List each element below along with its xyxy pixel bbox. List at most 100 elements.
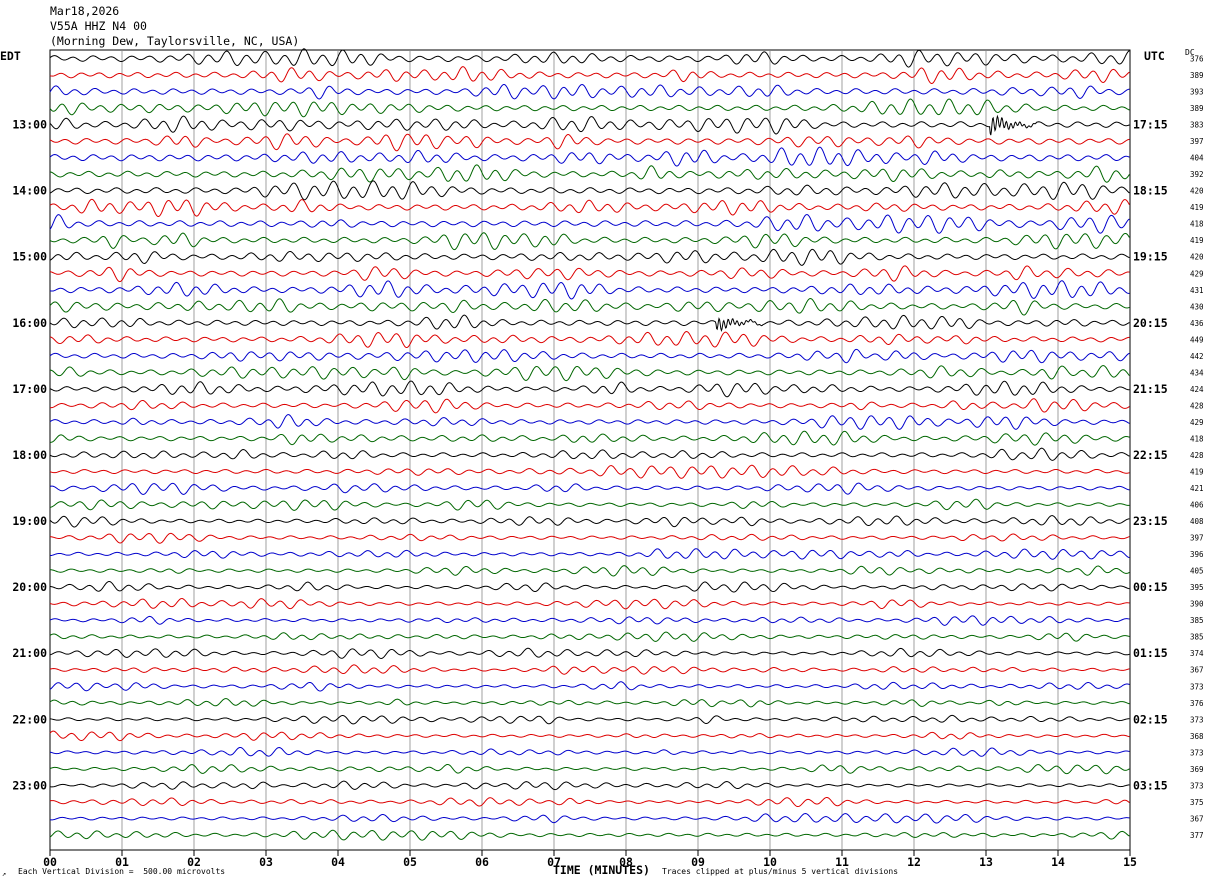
x-tick-label: 08 [619, 855, 633, 869]
left-hour-label: 16:00 [12, 316, 47, 330]
seismic-trace [49, 114, 1130, 136]
left-hour-label: 13:00 [12, 118, 47, 132]
dc-offset-value: 397 [1190, 137, 1204, 146]
left-hour-label: 19:00 [12, 514, 47, 528]
right-timezone-label: UTC [1144, 49, 1165, 63]
dc-offset-value: 377 [1190, 831, 1204, 840]
seismic-trace [49, 498, 1130, 511]
dc-offset-value: 376 [1190, 55, 1204, 64]
seismic-trace [49, 598, 1130, 610]
seismic-trace [49, 398, 1130, 414]
seismic-trace [49, 698, 1130, 708]
x-tick-label: 07 [547, 855, 561, 869]
seismic-trace [49, 298, 1130, 316]
dc-offset-value: 419 [1190, 236, 1204, 245]
seismic-trace [49, 631, 1130, 642]
x-tick-label: 03 [259, 855, 273, 869]
seismic-trace [49, 380, 1130, 398]
plot-date: Mar18,2026 [50, 4, 120, 18]
seismic-trace [49, 482, 1130, 495]
dc-offset-value: 434 [1190, 368, 1204, 377]
dc-offset-value: 420 [1190, 187, 1204, 196]
dc-offset-value: 376 [1190, 699, 1204, 708]
seismic-trace [49, 548, 1130, 560]
x-tick-label: 11 [835, 855, 849, 869]
dc-offset-value: 429 [1190, 418, 1204, 427]
right-hour-label: 18:15 [1133, 184, 1168, 198]
dc-offset-value: 418 [1190, 220, 1204, 229]
dc-offset-value: 428 [1190, 451, 1204, 460]
x-tick-label: 10 [763, 855, 777, 869]
seismic-trace [49, 146, 1130, 167]
dc-offset-value: 431 [1190, 286, 1204, 295]
seismic-trace [49, 515, 1130, 528]
x-tick-label: 02 [187, 855, 201, 869]
x-tick-label: 05 [403, 855, 417, 869]
left-hour-label: 15:00 [12, 250, 47, 264]
left-hour-label: 21:00 [12, 646, 47, 660]
x-tick-label: 09 [691, 855, 705, 869]
seismic-trace [49, 98, 1130, 118]
dc-offset-value: 408 [1190, 517, 1204, 526]
dc-offset-value: 375 [1190, 798, 1204, 807]
dc-offset-value: 449 [1190, 335, 1204, 344]
seismic-trace [49, 348, 1130, 364]
seismic-trace [49, 280, 1130, 300]
dc-offset-value: 374 [1190, 649, 1204, 658]
dc-offset-value: 396 [1190, 550, 1204, 559]
right-hour-label: 21:15 [1133, 382, 1168, 396]
dc-offset-value: 383 [1190, 121, 1204, 130]
dc-offset-value: 367 [1190, 666, 1204, 675]
right-hour-label: 20:15 [1133, 316, 1168, 330]
dc-offset-value: 368 [1190, 732, 1204, 741]
dc-offset-value: 404 [1190, 154, 1204, 163]
dc-offset-value: 424 [1190, 385, 1204, 394]
dc-offset-value: 392 [1190, 170, 1204, 179]
dc-offset-value: 369 [1190, 765, 1204, 774]
right-hour-label: 22:15 [1133, 448, 1168, 462]
x-axis-title: TIME (MINUTES) [553, 863, 650, 877]
station-location: (Morning Dew, Taylorsville, NC, USA) [50, 34, 300, 48]
seismic-trace [49, 615, 1130, 626]
plot-frame [49, 49, 1131, 851]
left-hour-label: 20:00 [12, 580, 47, 594]
seismic-trace [49, 746, 1130, 757]
dc-offset-value: 390 [1190, 600, 1204, 609]
seismic-trace [49, 581, 1130, 593]
seismic-trace [49, 714, 1130, 725]
station-channel: V55A HHZ N4 00 [50, 19, 147, 33]
dc-offset-value: 373 [1190, 781, 1204, 790]
dc-offset-value: 385 [1190, 616, 1204, 625]
seismic-trace [49, 133, 1130, 152]
seismic-trace [49, 647, 1130, 659]
left-timezone-label: EDT [0, 49, 21, 63]
dc-offset-value: 421 [1190, 484, 1204, 493]
seismic-trace [49, 248, 1130, 266]
seismic-trace [49, 829, 1130, 841]
seismic-trace [49, 180, 1130, 201]
dc-offset-value: 420 [1190, 253, 1204, 262]
x-tick-label: 04 [331, 855, 345, 869]
dc-offset-value: 367 [1190, 814, 1204, 823]
seismic-trace [49, 83, 1130, 100]
seismic-trace [49, 164, 1130, 183]
clipping-note: Traces clipped at plus/minus 5 vertical … [662, 867, 899, 876]
x-tick-label: 15 [1123, 855, 1137, 869]
seismic-trace [49, 730, 1130, 742]
seismic-trace [49, 813, 1130, 824]
dc-offset-value: 389 [1190, 71, 1204, 80]
seismic-trace [49, 464, 1130, 479]
seismic-trace [49, 214, 1130, 234]
dc-offset-value: 419 [1190, 203, 1204, 212]
right-hour-label: 02:15 [1133, 712, 1168, 726]
dc-offset-value: 393 [1190, 88, 1204, 97]
dc-offset-value: 373 [1190, 682, 1204, 691]
right-hour-label: 00:15 [1133, 580, 1168, 594]
seismic-trace [49, 365, 1130, 382]
dc-offset-value: 405 [1190, 567, 1204, 576]
dc-offset-value: 442 [1190, 352, 1204, 361]
right-hour-label: 17:15 [1133, 118, 1168, 132]
dc-offset-value: 436 [1190, 319, 1204, 328]
right-hour-label: 01:15 [1133, 646, 1168, 660]
dc-offset-header: DC [1185, 48, 1195, 57]
